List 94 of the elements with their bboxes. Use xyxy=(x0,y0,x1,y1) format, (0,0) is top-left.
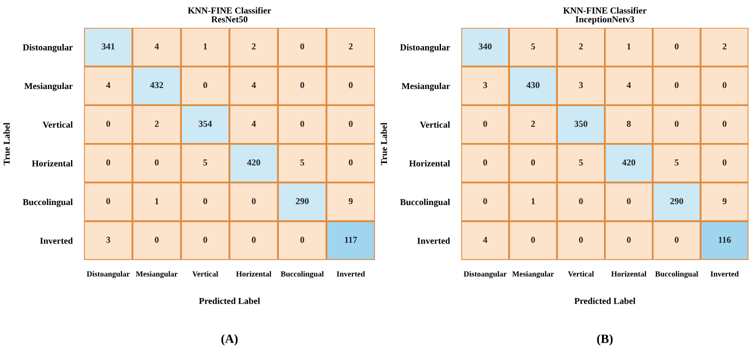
y-axis-title: True Label xyxy=(380,122,388,166)
data-label: 0 xyxy=(579,198,583,204)
data-label: 1 xyxy=(204,43,208,50)
y-tick-label: Vertical xyxy=(420,121,450,128)
data-label: 1 xyxy=(155,198,159,204)
y-tick-label: Buccolingual xyxy=(400,198,450,208)
data-label: 116 xyxy=(718,236,731,243)
data-label: 1 xyxy=(532,198,535,204)
data-label: 3 xyxy=(579,82,583,88)
data-label: 340 xyxy=(478,43,492,50)
x-axis-title: Predicted Label xyxy=(199,298,260,304)
y-tick-label: Inverted xyxy=(417,237,450,244)
data-label: 0 xyxy=(203,198,208,204)
data-label: 2 xyxy=(579,43,583,50)
data-label: 4 xyxy=(154,43,159,50)
y-tick-label: Inverted xyxy=(40,237,73,244)
chart-subtitle: InceptionNetv3 xyxy=(576,16,634,24)
y-tick-label: Distoangular xyxy=(22,44,73,52)
data-label: 5 xyxy=(300,160,304,166)
data-label: 0 xyxy=(579,236,583,243)
x-axis-title: Predicted Label xyxy=(574,298,636,304)
y-axis-title: True Label xyxy=(3,122,10,166)
data-label: 5 xyxy=(203,160,208,166)
data-label: 0 xyxy=(154,159,159,166)
data-label: 3 xyxy=(483,82,488,88)
data-label: 0 xyxy=(674,120,679,127)
data-label: 0 xyxy=(483,159,488,166)
data-label: 2 xyxy=(348,43,353,50)
data-label: 430 xyxy=(526,82,540,88)
data-label: 0 xyxy=(722,82,726,88)
data-label: 0 xyxy=(626,198,631,204)
data-label: 0 xyxy=(531,159,535,166)
data-label: 0 xyxy=(626,236,631,243)
data-label: 4 xyxy=(626,82,631,88)
data-label: 4 xyxy=(483,236,488,243)
data-label: 0 xyxy=(348,159,353,166)
data-label: 350 xyxy=(574,120,588,127)
chart-subtitle: ResNet50 xyxy=(211,16,248,22)
y-tick-label: Mesiangular xyxy=(402,82,450,91)
data-label: 0 xyxy=(483,198,488,204)
text: (A) xyxy=(221,334,238,346)
data-label: 420 xyxy=(247,159,260,166)
y-tick-label: Buccolingual xyxy=(22,198,73,208)
y-tick-label: Distoangular xyxy=(400,44,450,52)
y-tick-label: Horizental xyxy=(32,160,73,166)
data-label: 5 xyxy=(531,43,535,50)
data-label: 0 xyxy=(106,198,110,204)
data-label: 3 xyxy=(106,236,110,243)
data-label: 4 xyxy=(106,82,110,88)
data-label: 2 xyxy=(722,43,726,50)
data-label: 0 xyxy=(252,198,256,204)
data-label: 9 xyxy=(722,198,726,204)
data-label: 0 xyxy=(348,120,353,127)
data-label: 5 xyxy=(579,160,583,166)
y-tick-label: Mesiangular xyxy=(24,82,73,91)
data-label: 0 xyxy=(531,236,535,243)
data-label: 0 xyxy=(300,236,304,243)
data-label: 0 xyxy=(300,120,304,127)
data-label: 0 xyxy=(483,120,488,127)
data-label: 354 xyxy=(198,120,212,127)
data-label: 0 xyxy=(722,120,726,127)
data-label: 8 xyxy=(626,120,631,127)
data-label: 0 xyxy=(300,82,304,88)
chart-title: KNN-FINE Classifier xyxy=(563,7,646,14)
text: (B) xyxy=(597,334,613,346)
data-label: 0 xyxy=(106,159,110,166)
data-label: 5 xyxy=(674,160,679,166)
chart-title: KNN-FINE Classifier xyxy=(188,7,272,14)
data-label: 2 xyxy=(154,120,159,127)
data-label: 0 xyxy=(203,82,208,88)
data-label: 4 xyxy=(252,82,256,88)
data-label: 0 xyxy=(722,159,726,166)
data-label: 117 xyxy=(344,236,358,243)
data-label: 432 xyxy=(150,82,164,88)
data-label: 290 xyxy=(670,198,684,204)
data-label: 4 xyxy=(252,120,256,127)
data-label: 420 xyxy=(622,159,636,166)
data-label: 0 xyxy=(348,82,353,88)
data-label: 0 xyxy=(154,236,159,243)
data-label: 2 xyxy=(252,43,256,50)
data-label: 290 xyxy=(296,198,309,204)
data-label: 0 xyxy=(674,236,679,243)
data-label: 1 xyxy=(627,43,631,50)
data-label: 2 xyxy=(531,120,535,127)
data-label: 0 xyxy=(300,43,304,50)
data-label: 0 xyxy=(203,236,208,243)
data-label: 0 xyxy=(106,120,110,127)
y-tick-label: Horizental xyxy=(409,160,450,166)
data-label: 341 xyxy=(102,43,115,50)
data-label: 0 xyxy=(252,236,256,243)
y-tick-label: Vertical xyxy=(42,121,73,128)
data-label: 0 xyxy=(674,82,679,88)
data-label: 9 xyxy=(348,198,353,204)
data-label: 0 xyxy=(674,43,679,50)
